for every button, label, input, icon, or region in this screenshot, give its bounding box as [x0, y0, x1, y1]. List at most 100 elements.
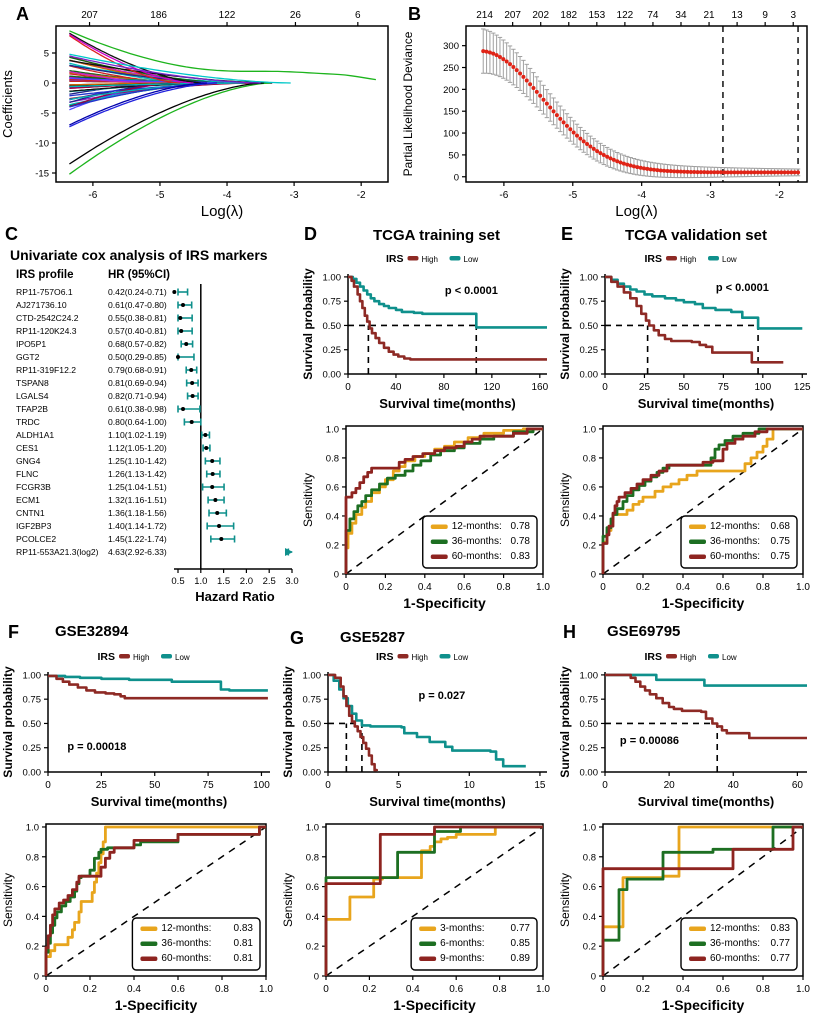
svg-text:5: 5	[396, 780, 402, 791]
svg-text:0.61(0.38-0.98): 0.61(0.38-0.98)	[108, 404, 167, 414]
svg-text:1.00: 1.00	[323, 272, 342, 283]
svg-text:207: 207	[81, 10, 98, 21]
panel-h: H GSE69795 0 20 40 60 0.00 0.25 0.50 0.75 1.00 Su…	[557, 614, 817, 1018]
svg-text:0.6: 0.6	[306, 882, 319, 893]
svg-text:0.6: 0.6	[26, 882, 39, 893]
svg-text:0.6: 0.6	[583, 882, 596, 893]
svg-text:0: 0	[314, 972, 319, 983]
svg-text:Survival probability: Survival probability	[558, 268, 572, 380]
svg-text:1.0: 1.0	[194, 576, 207, 587]
svg-text:0.50: 0.50	[323, 321, 342, 332]
svg-text:0.8: 0.8	[493, 984, 507, 995]
km-chart-tcga-training: 0 40 80 120 160 0.00 0.25 0.50 0.75 1.00 Survival …	[300, 248, 557, 414]
svg-text:182: 182	[560, 10, 577, 21]
svg-text:1.00: 1.00	[303, 670, 322, 681]
svg-text:0.4: 0.4	[583, 511, 596, 522]
svg-text:-4: -4	[637, 190, 646, 201]
svg-text:-5: -5	[156, 190, 165, 201]
svg-text:High: High	[680, 653, 696, 662]
svg-text:CTD-2542C24.2: CTD-2542C24.2	[16, 313, 79, 323]
svg-text:0.25: 0.25	[303, 743, 322, 754]
svg-text:0.00: 0.00	[303, 768, 322, 779]
svg-text:186: 186	[150, 10, 167, 21]
panel-h-letter: H	[563, 622, 576, 642]
svg-text:0.75: 0.75	[23, 695, 42, 706]
svg-text:0.77: 0.77	[511, 923, 531, 934]
svg-text:26: 26	[290, 10, 302, 21]
svg-text:0.8: 0.8	[26, 852, 39, 863]
svg-text:12-months:: 12-months:	[452, 521, 502, 532]
roc-chart-tcga-validation: 0 0.2 0.4 0.6 0.8 1.0 0 0.2 0.4 0.6 0.8 1.0 1-Specif…	[557, 416, 817, 614]
svg-text:0.50: 0.50	[580, 719, 599, 730]
svg-text:0.2: 0.2	[583, 540, 596, 551]
svg-text:-2: -2	[357, 190, 366, 201]
roc-chart-tcga-training: 0 0.2 0.4 0.6 0.8 1.0 0 0.2 0.4 0.6 0.8 1.0 1-Specif…	[300, 416, 557, 614]
panel-g-title: GSE5287	[340, 629, 406, 646]
svg-text:p = 0.027: p = 0.027	[418, 690, 465, 702]
panel-c-letter: C	[5, 224, 18, 244]
svg-text:Survival time(months): Survival time(months)	[379, 396, 516, 411]
svg-text:Low: Low	[464, 255, 479, 264]
panel-d-title: TCGA training set	[373, 227, 500, 244]
svg-text:0.2: 0.2	[636, 582, 650, 593]
svg-text:Sensitivity: Sensitivity	[301, 473, 315, 527]
svg-text:0.75: 0.75	[580, 297, 599, 308]
svg-text:153: 153	[588, 10, 605, 21]
svg-text:0.2: 0.2	[83, 984, 97, 995]
svg-text:0.83: 0.83	[234, 923, 254, 934]
svg-text:1.0: 1.0	[536, 582, 550, 593]
svg-text:1.25(1.10-1.42): 1.25(1.10-1.42)	[108, 456, 167, 466]
svg-text:1.40(1.14-1.72): 1.40(1.14-1.72)	[108, 521, 167, 531]
svg-text:0.80(0.64-1.00): 0.80(0.64-1.00)	[108, 417, 167, 427]
svg-text:LGALS4: LGALS4	[16, 391, 49, 401]
svg-text:0.2: 0.2	[26, 942, 39, 953]
svg-text:122: 122	[219, 10, 236, 21]
panel-c-title: Univariate cox analysis of IRS markers	[10, 247, 268, 263]
svg-text:15: 15	[534, 780, 546, 791]
svg-text:High: High	[422, 255, 438, 264]
svg-text:1.36(1.18-1.56): 1.36(1.18-1.56)	[108, 508, 167, 518]
svg-text:1.00: 1.00	[580, 272, 599, 283]
svg-text:0.81: 0.81	[234, 938, 254, 949]
svg-text:80: 80	[438, 382, 450, 393]
svg-text:0: 0	[34, 972, 39, 983]
svg-text:0.81(0.69-0.94): 0.81(0.69-0.94)	[108, 378, 167, 388]
svg-text:0.57(0.40-0.81): 0.57(0.40-0.81)	[108, 326, 167, 336]
panel-g: G GSE5287 0 5 10 15 0.00 0.25 0.50 0.75 1.00 Surv…	[280, 614, 557, 1018]
svg-text:0: 0	[602, 780, 608, 791]
svg-text:300: 300	[443, 41, 459, 52]
svg-text:0.6: 0.6	[171, 984, 185, 995]
svg-text:0: 0	[334, 570, 339, 581]
svg-text:12-months:: 12-months:	[710, 521, 760, 532]
svg-text:Survival probability: Survival probability	[301, 268, 315, 380]
svg-text:1.0: 1.0	[259, 984, 273, 995]
svg-text:ALDH1A1: ALDH1A1	[16, 430, 54, 440]
svg-text:0.6: 0.6	[716, 582, 730, 593]
svg-text:0.2: 0.2	[326, 540, 339, 551]
svg-text:0.00: 0.00	[580, 370, 599, 381]
panel-a: A -6 -5 -4 -3 -2 5 0 -5 -10 -15 207 186 122 26 6 Log(λ)…	[0, 0, 400, 222]
svg-text:0.2: 0.2	[362, 984, 376, 995]
svg-text:160: 160	[531, 382, 548, 393]
panel-e-letter: E	[561, 224, 574, 244]
panel-d: D TCGA training set 0 40 80 120 160 0.00 0.25 0…	[300, 224, 557, 614]
panel-f: F GSE32894 0 25 50 75 100 0.00 0.25 0.50 0.75 1.0…	[0, 614, 280, 1018]
svg-text:0.8: 0.8	[326, 453, 339, 464]
svg-text:0.8: 0.8	[756, 984, 770, 995]
svg-text:RP11-319F12.2: RP11-319F12.2	[16, 365, 76, 375]
svg-text:0.4: 0.4	[583, 912, 596, 923]
svg-text:0.75: 0.75	[323, 297, 342, 308]
svg-text:40: 40	[728, 780, 740, 791]
svg-text:-10: -10	[35, 139, 49, 150]
svg-text:0.42(0.24-0.71): 0.42(0.24-0.71)	[108, 287, 167, 297]
svg-text:0: 0	[343, 582, 349, 593]
svg-text:Log(λ): Log(λ)	[615, 203, 658, 220]
svg-text:0.50: 0.50	[23, 719, 42, 730]
svg-text:0: 0	[591, 972, 596, 983]
svg-text:-15: -15	[35, 169, 49, 180]
svg-text:High: High	[133, 653, 149, 662]
svg-text:IRS: IRS	[97, 651, 115, 663]
svg-text:0.2: 0.2	[378, 582, 392, 593]
svg-text:1-Specificity: 1-Specificity	[115, 997, 198, 1013]
svg-text:0: 0	[43, 984, 49, 995]
